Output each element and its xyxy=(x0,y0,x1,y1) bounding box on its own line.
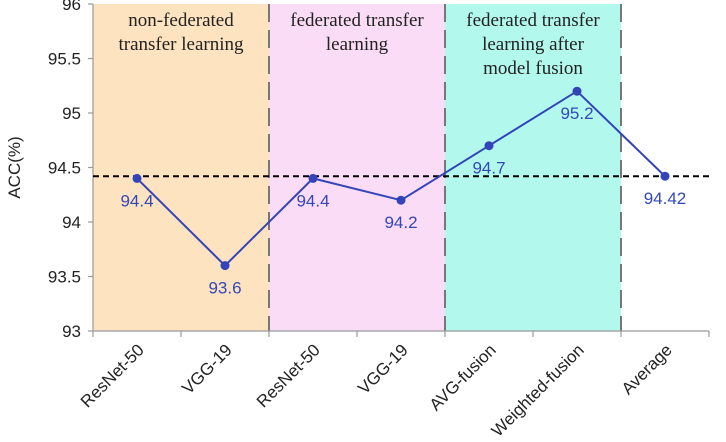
x-tick-label: AVG-fusion xyxy=(426,340,500,414)
y-tick-label: 95 xyxy=(62,104,81,123)
y-axis-title: ACC(%) xyxy=(5,136,24,198)
y-tick-label: 95.5 xyxy=(48,50,81,69)
data-point xyxy=(132,173,142,183)
x-tick-label: Average xyxy=(618,340,676,398)
regions-layer: non-federated transfer learning federated … xyxy=(93,4,621,331)
data-point xyxy=(308,173,318,183)
x-tick-label: VGG-19 xyxy=(178,340,236,398)
data-label: 95.2 xyxy=(560,104,593,123)
data-point xyxy=(220,261,230,271)
region-background-3 xyxy=(445,4,621,331)
data-label: 94.42 xyxy=(644,189,687,208)
region-label-2: federated transfer learning xyxy=(290,10,424,55)
y-tick-label: 94.5 xyxy=(48,159,81,178)
data-point xyxy=(484,141,494,151)
x-tick-label: ResNet-50 xyxy=(253,340,324,411)
x-tick-label: ResNet-50 xyxy=(77,340,148,411)
region-label-1: non-federated transfer learning xyxy=(118,10,244,55)
y-tick-label: 94 xyxy=(62,213,81,232)
region-label-line: learning after xyxy=(482,34,584,55)
region-label-line: non-federated xyxy=(128,10,234,31)
data-point xyxy=(572,86,582,96)
y-tick-label: 93 xyxy=(62,322,81,341)
data-label: 94.4 xyxy=(296,191,329,210)
x-tick-label: VGG-19 xyxy=(354,340,412,398)
data-label: 93.6 xyxy=(208,279,241,298)
region-background-1 xyxy=(93,4,269,331)
data-label: 94.7 xyxy=(472,159,505,178)
region-background-2 xyxy=(269,4,445,331)
region-label-line: model fusion xyxy=(483,58,583,79)
labels-layer: 94.4 93.6 94.4 94.2 94.7 95.2 94.42 xyxy=(120,104,686,297)
region-label-line: federated transfer xyxy=(290,10,424,31)
data-label: 94.2 xyxy=(384,213,417,232)
data-label: 94.4 xyxy=(120,191,153,210)
region-label-line: learning xyxy=(326,34,389,55)
y-tick-label: 96 xyxy=(62,0,81,14)
data-point xyxy=(660,171,670,181)
data-point xyxy=(396,195,406,205)
region-label-3: federated transfer learning after model fu… xyxy=(466,10,600,79)
region-label-line: transfer learning xyxy=(118,34,244,55)
y-tick-label: 93.5 xyxy=(48,268,81,287)
region-label-line: federated transfer xyxy=(466,10,600,31)
series-layer xyxy=(132,86,670,271)
x-tick-label: Weighted-fusion xyxy=(488,340,588,440)
